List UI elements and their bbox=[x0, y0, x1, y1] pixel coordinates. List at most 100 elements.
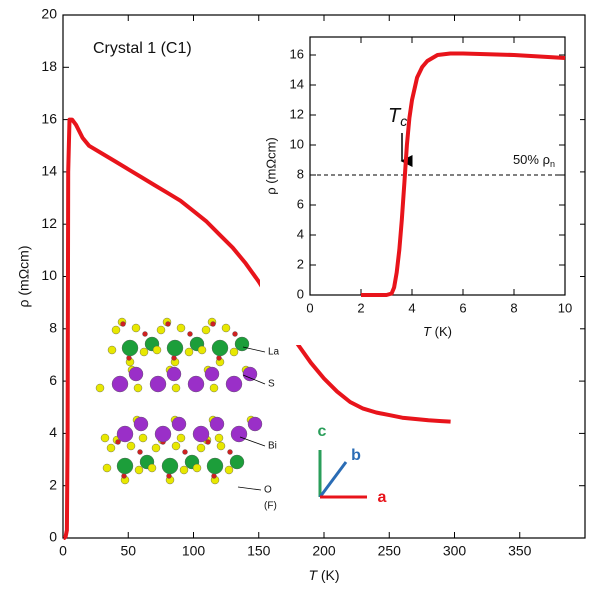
atom bbox=[233, 332, 238, 337]
atom bbox=[96, 384, 104, 392]
annotation: Crystal 1 (C1) bbox=[93, 40, 192, 57]
atom bbox=[152, 444, 160, 452]
atom bbox=[210, 384, 218, 392]
atom bbox=[230, 348, 238, 356]
y-tick-label: 2 bbox=[49, 476, 57, 492]
x-axis-label: T (K) bbox=[423, 324, 452, 339]
leader-line bbox=[238, 487, 261, 490]
atom bbox=[139, 434, 147, 442]
atom bbox=[153, 346, 161, 354]
atom bbox=[101, 434, 109, 442]
atom bbox=[127, 356, 132, 361]
y-tick-label: 20 bbox=[41, 6, 57, 22]
atom bbox=[138, 450, 143, 455]
x-label-unit: (K) bbox=[321, 567, 340, 583]
atom bbox=[226, 376, 242, 392]
atom bbox=[143, 332, 148, 337]
atom bbox=[140, 348, 148, 356]
y-tick-label: 6 bbox=[49, 372, 57, 388]
x-label-symbol: T bbox=[423, 324, 432, 339]
atom bbox=[215, 434, 223, 442]
atom bbox=[217, 442, 225, 450]
y-tick-label: 16 bbox=[290, 46, 304, 61]
atom bbox=[225, 466, 233, 474]
atom bbox=[183, 450, 188, 455]
atom-label: La bbox=[268, 347, 280, 358]
atom bbox=[193, 426, 209, 442]
tc-sub: c bbox=[400, 113, 407, 129]
atom bbox=[162, 458, 178, 474]
atom bbox=[112, 376, 128, 392]
atom bbox=[211, 322, 216, 327]
atom bbox=[207, 458, 223, 474]
atom bbox=[117, 458, 133, 474]
y-tick-label: 4 bbox=[49, 424, 57, 440]
atom bbox=[222, 324, 230, 332]
atom bbox=[197, 444, 205, 452]
atom bbox=[103, 464, 111, 472]
atom bbox=[228, 450, 233, 455]
x-tick-label: 2 bbox=[357, 300, 364, 315]
axis-arrow bbox=[320, 462, 346, 497]
x-tick-label: 350 bbox=[508, 543, 532, 559]
y-tick-label: 14 bbox=[41, 163, 57, 179]
atom-label: Bi bbox=[268, 441, 277, 452]
axis-label: c bbox=[318, 423, 327, 440]
axis-label: a bbox=[378, 489, 387, 506]
atom bbox=[122, 474, 127, 479]
atom bbox=[177, 324, 185, 332]
x-tick-label: 0 bbox=[59, 543, 67, 559]
atom bbox=[180, 466, 188, 474]
half-label-sub: n bbox=[550, 159, 555, 169]
y-tick-label: 16 bbox=[41, 110, 57, 126]
x-label-unit: (K) bbox=[435, 324, 452, 339]
x-axis-label: T (K) bbox=[308, 567, 339, 583]
atom bbox=[127, 442, 135, 450]
x-tick-label: 200 bbox=[312, 543, 336, 559]
atom bbox=[172, 442, 180, 450]
leader-line bbox=[240, 437, 265, 446]
atom bbox=[210, 417, 224, 431]
half-label: 50% ρn bbox=[513, 152, 555, 169]
x-tick-label: 150 bbox=[247, 543, 271, 559]
atom bbox=[172, 384, 180, 392]
atom bbox=[212, 474, 217, 479]
atom bbox=[172, 356, 177, 361]
atom bbox=[188, 376, 204, 392]
y-tick-label: 2 bbox=[297, 256, 304, 271]
x-label-symbol: T bbox=[308, 567, 318, 583]
y-tick-label: 10 bbox=[41, 267, 57, 283]
inset-background bbox=[260, 32, 580, 345]
atom bbox=[166, 322, 171, 327]
x-tick-label: 300 bbox=[443, 543, 467, 559]
atom bbox=[177, 434, 185, 442]
half-label-text: 50% ρ bbox=[513, 152, 550, 167]
y-tick-label: 14 bbox=[290, 76, 304, 91]
atom bbox=[167, 340, 183, 356]
atom-label: O bbox=[264, 485, 272, 496]
atom bbox=[157, 326, 165, 334]
atom bbox=[107, 444, 115, 452]
atom bbox=[167, 474, 172, 479]
y-axis-label: ρ (mΩcm) bbox=[263, 137, 278, 195]
atom bbox=[248, 417, 262, 431]
atom bbox=[188, 332, 193, 337]
atom bbox=[148, 464, 156, 472]
x-tick-label: 8 bbox=[510, 300, 517, 315]
atom bbox=[134, 417, 148, 431]
x-tick-label: 250 bbox=[378, 543, 402, 559]
atom bbox=[108, 346, 116, 354]
x-tick-label: 50 bbox=[120, 543, 136, 559]
y-axis-label: ρ (mΩcm) bbox=[16, 246, 32, 308]
x-tick-label: 10 bbox=[558, 300, 572, 315]
y-tick-label: 6 bbox=[297, 196, 304, 211]
atom bbox=[112, 326, 120, 334]
y-tick-label: 0 bbox=[49, 529, 57, 545]
atom bbox=[172, 417, 186, 431]
atom bbox=[129, 367, 143, 381]
y-tick-label: 4 bbox=[297, 226, 304, 241]
atom bbox=[243, 367, 257, 381]
atom bbox=[185, 348, 193, 356]
atom bbox=[167, 367, 181, 381]
